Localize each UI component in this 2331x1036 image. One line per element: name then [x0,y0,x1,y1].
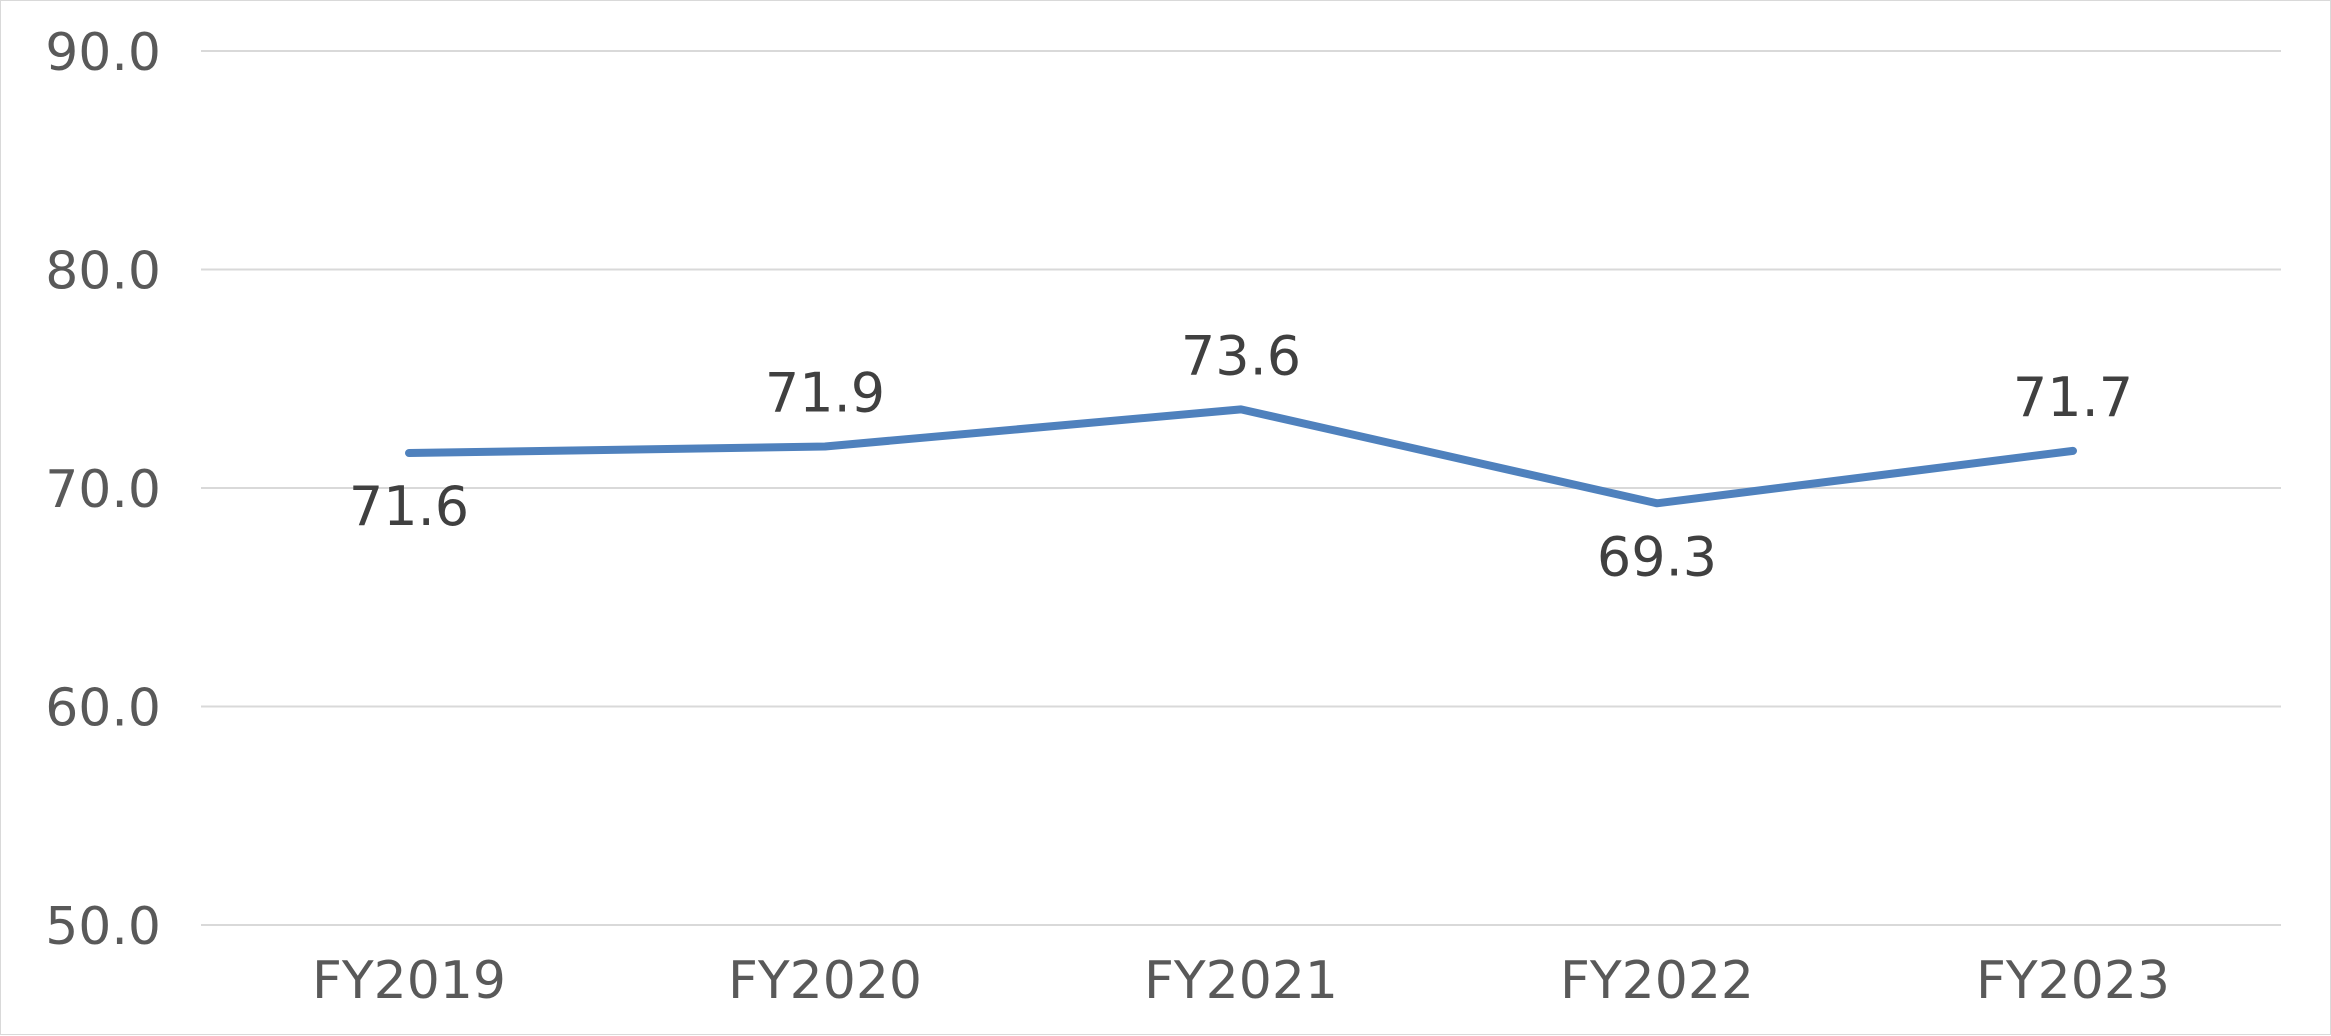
y-tick-label: 70.0 [45,460,161,520]
data-label: 69.3 [1597,525,1717,588]
x-tick-label: FY2019 [312,951,506,1011]
data-label: 71.7 [2013,366,2133,429]
x-tick-label: FY2020 [728,951,922,1011]
x-tick-label: FY2023 [1976,951,2170,1011]
y-axis-tick-labels: 90.0 80.0 70.0 60.0 50.0 [45,23,161,957]
y-tick-label: 60.0 [45,679,161,739]
data-labels: 71.6 71.9 73.6 69.3 71.7 [349,324,2133,588]
gridlines [201,50,2281,926]
data-label: 73.6 [1181,324,1301,387]
data-label: 71.6 [349,475,469,538]
x-axis-tick-labels: FY2019 FY2020 FY2021 FY2022 FY2023 [312,951,2170,1011]
y-tick-label: 90.0 [45,23,161,83]
y-tick-label: 50.0 [45,897,161,957]
y-tick-label: 80.0 [45,242,161,302]
series-line [405,405,2077,508]
data-label: 71.9 [765,361,885,424]
x-tick-label: FY2021 [1144,951,1338,1011]
x-tick-label: FY2022 [1560,951,1754,1011]
series-layer [405,405,2077,508]
